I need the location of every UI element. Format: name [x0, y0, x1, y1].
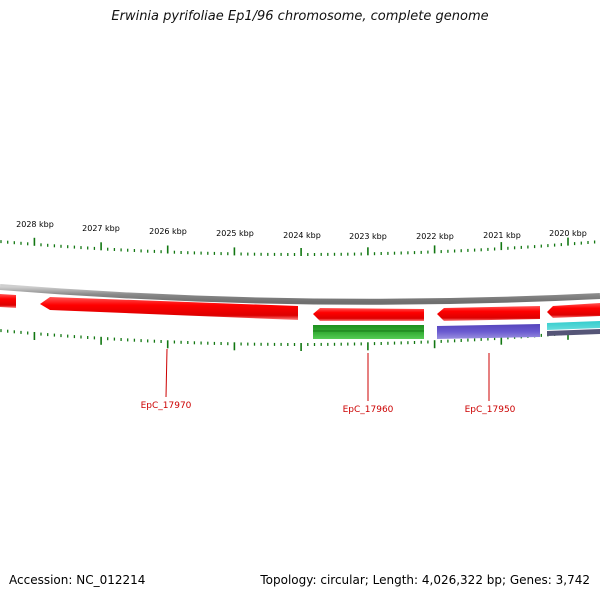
gene-feature-cyan [547, 321, 600, 330]
scale-label: 2028 kbp [16, 220, 54, 229]
map-title: Erwinia pyrifoliae Ep1/96 chromosome, co… [111, 9, 489, 24]
gene-arrow [547, 303, 600, 318]
locus-label: EpC_17960 [343, 405, 394, 415]
scale-label: 2027 kbp [82, 224, 120, 233]
scale-label: 2023 kbp [349, 232, 387, 241]
gene-arrow [313, 308, 424, 321]
outer-scale-ticks [0, 237, 596, 256]
scale-label: 2025 kbp [216, 229, 254, 238]
gene-arrow [0, 294, 16, 308]
scale-labels: 2028 kbp 2027 kbp 2026 kbp 2025 kbp 2024… [16, 220, 587, 241]
genome-backbone [0, 284, 600, 305]
rna-feature [313, 325, 424, 339]
gene-feature-dark [547, 329, 600, 336]
scale-label: 2026 kbp [149, 227, 187, 236]
genome-summary-text: Topology: circular; Length: 4,026,322 bp… [260, 573, 590, 587]
scale-label: 2024 kbp [283, 231, 321, 240]
gene-arrow [437, 306, 540, 321]
scale-label: 2021 kbp [483, 231, 521, 240]
gene-feature-blue [437, 324, 540, 339]
accession-text: Accession: NC_012214 [9, 573, 146, 587]
scale-label: 2020 kbp [549, 229, 587, 238]
scale-label: 2022 kbp [416, 232, 454, 241]
locus-pointer [165, 348, 168, 398]
locus-label: EpC_17970 [141, 401, 192, 411]
locus-label: EpC_17950 [465, 405, 516, 415]
gene-arrow [40, 297, 298, 320]
